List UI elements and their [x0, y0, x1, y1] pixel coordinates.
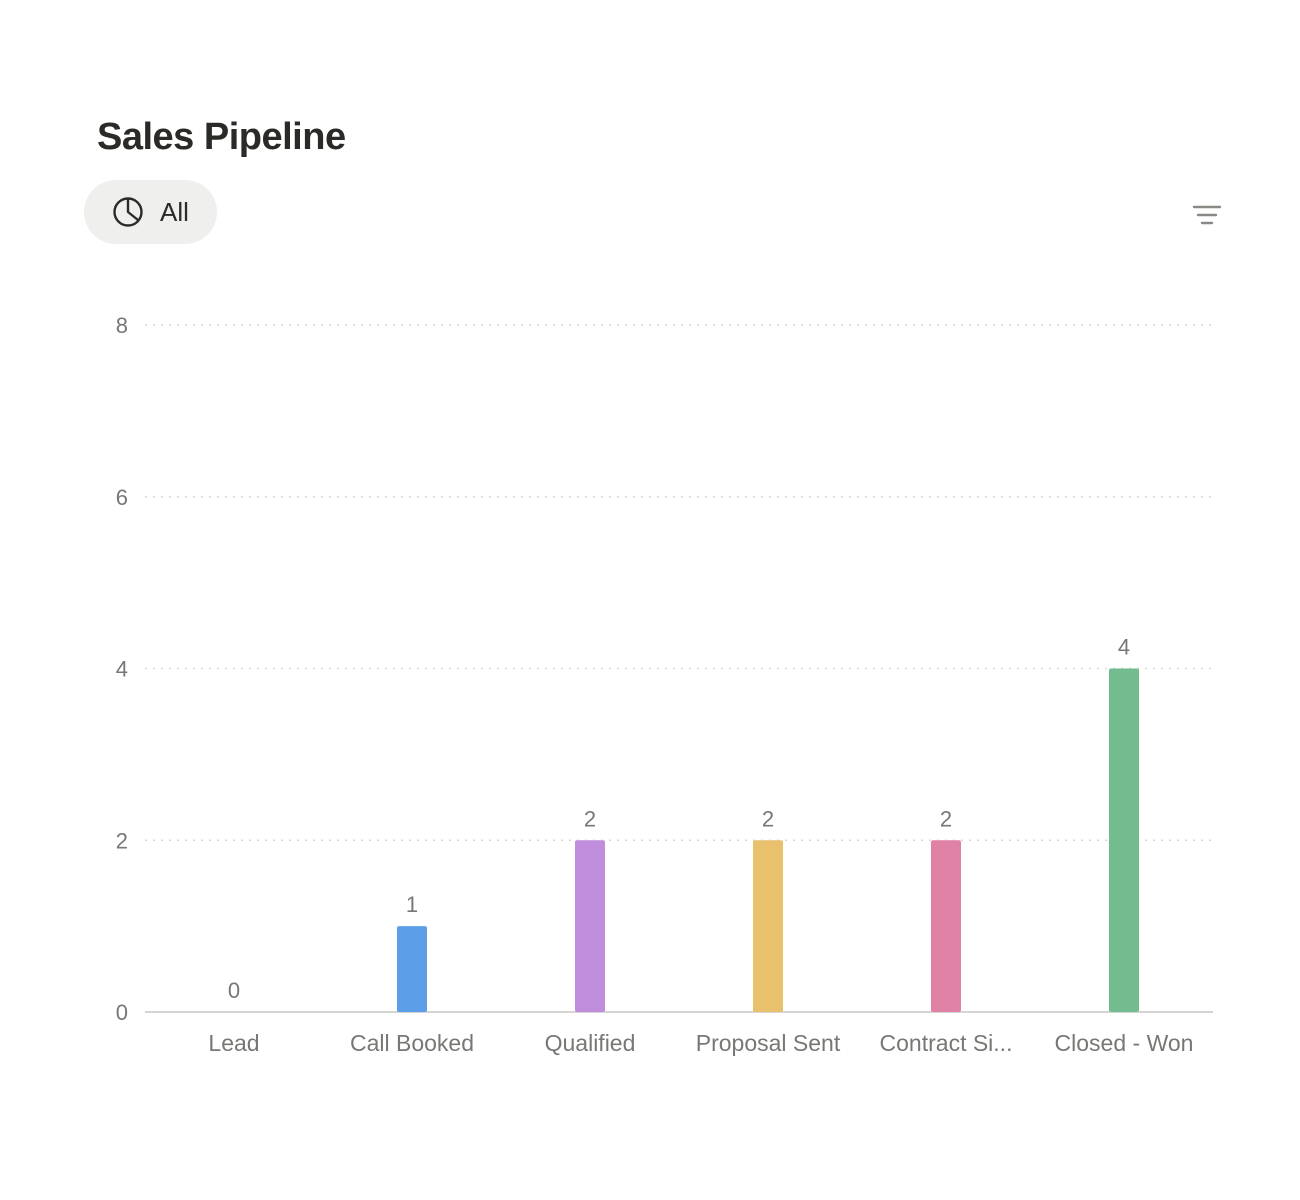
- data-label: 0: [228, 978, 240, 1003]
- data-label: 2: [940, 806, 952, 831]
- bar: [753, 840, 783, 1012]
- y-tick-label: 4: [116, 657, 128, 682]
- y-tick-label: 0: [116, 1000, 128, 1025]
- y-tick-label: 8: [116, 313, 128, 338]
- y-tick-label: 6: [116, 485, 128, 510]
- bar: [397, 926, 427, 1012]
- filter-button[interactable]: [1190, 200, 1224, 230]
- bar: [1109, 668, 1139, 1012]
- bar: [931, 840, 961, 1012]
- data-label: 1: [406, 892, 418, 917]
- view-selector-button[interactable]: All: [84, 180, 217, 244]
- page-title: Sales Pipeline: [97, 116, 346, 158]
- y-tick-label: 2: [116, 828, 128, 853]
- view-selector-label: All: [160, 196, 189, 227]
- x-category-label: Proposal Sent: [696, 1030, 841, 1056]
- pie-chart-icon: [113, 197, 143, 227]
- x-category-label: Lead: [208, 1030, 259, 1056]
- x-category-label: Closed - Won: [1055, 1030, 1194, 1056]
- data-label: 2: [584, 806, 596, 831]
- bar: [575, 840, 605, 1012]
- filter-icon: [1192, 205, 1222, 225]
- x-category-label: Qualified: [545, 1030, 636, 1056]
- data-label: 4: [1118, 635, 1130, 660]
- x-category-label: Contract Si...: [880, 1030, 1013, 1056]
- data-label: 2: [762, 806, 774, 831]
- x-category-label: Call Booked: [350, 1030, 474, 1056]
